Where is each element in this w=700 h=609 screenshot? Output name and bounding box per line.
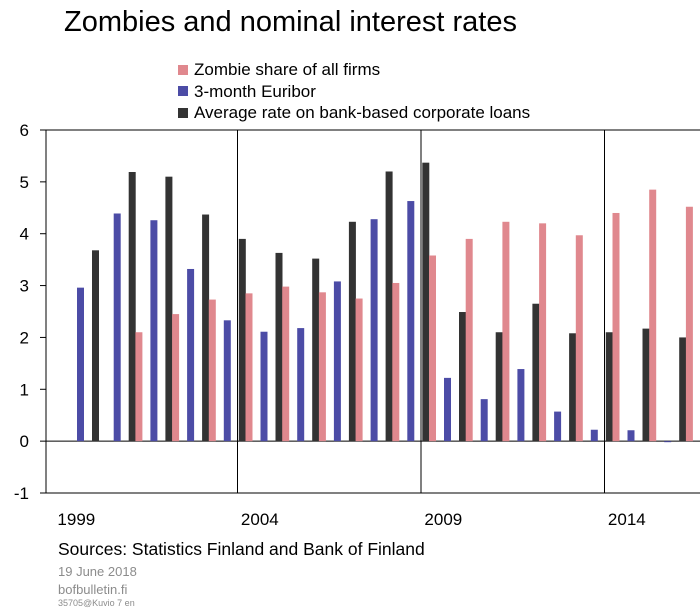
bar (685, 206, 693, 442)
bar (202, 214, 210, 442)
bar (465, 238, 473, 442)
bar (642, 328, 650, 442)
bar (150, 220, 158, 442)
bar (355, 298, 363, 442)
y-tick-label: 4 (20, 225, 29, 244)
bar (333, 281, 341, 442)
chart-title: Zombies and nominal interest rates (64, 6, 517, 38)
y-tick-label: 1 (20, 380, 29, 399)
bar (459, 312, 466, 442)
bar (532, 303, 540, 442)
bar (370, 219, 378, 442)
bar (502, 221, 510, 442)
bar (223, 320, 231, 442)
bar (318, 292, 326, 442)
bar (575, 235, 583, 442)
bar (282, 286, 290, 442)
bar (187, 268, 195, 442)
legend-label-euribor: 3-month Euribor (194, 81, 316, 101)
bar (554, 411, 562, 442)
bar (495, 332, 503, 442)
y-tick-label: 2 (20, 328, 29, 347)
bar (238, 238, 246, 442)
bar (569, 333, 577, 442)
bar (208, 299, 216, 442)
legend-label-zombie: Zombie share of all firms (194, 60, 381, 79)
sources-note: Sources: Statistics Finland and Bank of … (58, 539, 425, 559)
y-tick-label: 5 (20, 173, 29, 192)
bar (297, 328, 305, 442)
bar (392, 282, 400, 442)
bar (113, 213, 121, 442)
site-name: bofbulletin.fi (58, 582, 128, 597)
bar (77, 287, 84, 442)
bar (679, 337, 687, 442)
bar (649, 189, 657, 442)
y-tick-label: -1 (14, 484, 29, 503)
bar (627, 430, 635, 442)
bar (612, 212, 620, 442)
bar (605, 332, 613, 442)
legend-item-zombie: Zombie share of all firms (178, 59, 530, 81)
bar (480, 399, 488, 442)
publication-date: 19 June 2018 (58, 564, 137, 579)
x-tick-label: 1999 (57, 510, 95, 529)
bar (245, 293, 253, 442)
legend-item-euribor: 3-month Euribor (178, 81, 530, 103)
bar (429, 255, 436, 442)
bar (128, 172, 136, 442)
bar (407, 201, 415, 442)
bar (135, 332, 143, 442)
y-tick-label: 6 (20, 121, 29, 140)
bar (539, 223, 547, 442)
bar (664, 441, 672, 443)
bar (385, 171, 393, 442)
legend-label-loan-rate: Average rate on bank-based corporate loa… (194, 103, 531, 122)
legend-swatch-zombie (178, 64, 188, 75)
x-tick-label: 2009 (424, 510, 462, 529)
bar (590, 429, 598, 442)
legend-item-loan-rate: Average rate on bank-based corporate loa… (178, 102, 530, 124)
bar (312, 258, 320, 442)
x-tick-label: 2004 (241, 510, 279, 529)
bar (275, 252, 283, 442)
bar (165, 176, 173, 442)
bar (422, 162, 430, 442)
figure-code: 35705@Kuvio 7 en (58, 598, 135, 608)
legend-swatch-loan-rate (178, 107, 188, 118)
legend: Zombie share of all firms 3-month Euribo… (178, 59, 530, 124)
y-tick-label: 3 (20, 277, 29, 296)
bar (260, 331, 268, 442)
y-tick-label: 0 (20, 432, 29, 451)
x-tick-label: 2014 (608, 510, 646, 529)
legend-swatch-euribor (178, 86, 188, 97)
bar (517, 369, 525, 442)
bar (172, 314, 180, 442)
bar (444, 377, 451, 442)
bar (92, 250, 99, 442)
bar (348, 221, 356, 442)
